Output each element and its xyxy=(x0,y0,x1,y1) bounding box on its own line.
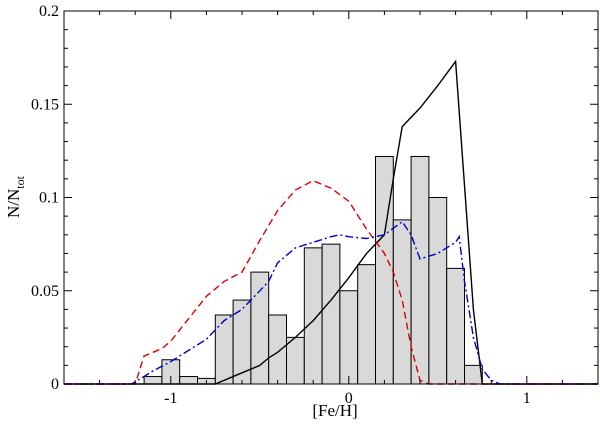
histogram-bar-15 xyxy=(410,155,430,385)
x-axis-label: [Fe/H] xyxy=(312,401,357,420)
histogram-bar-6 xyxy=(250,271,270,385)
tick-labels: -1 0 1 0 0.05 0.1 0.15 0.2 xyxy=(31,3,531,407)
x-tick-label: -1 xyxy=(164,390,177,407)
axis-ticks xyxy=(63,10,599,385)
y-tick-label: 0.1 xyxy=(39,190,59,207)
histogram-bar-10 xyxy=(321,243,341,385)
y-axis-label: N/Ntot xyxy=(4,175,27,218)
y-tick-label: 0 xyxy=(51,376,59,393)
y-tick-label: 0.05 xyxy=(31,283,59,300)
model-curves xyxy=(64,59,598,385)
histogram-bar-13 xyxy=(375,155,394,385)
dashed-curve xyxy=(64,179,598,385)
x-tick-label: 1 xyxy=(523,390,531,407)
histogram-bar-11 xyxy=(339,290,359,385)
histogram-bar-18 xyxy=(464,364,483,385)
y-axis-label-subscript: tot xyxy=(13,175,27,188)
histogram-bar-0 xyxy=(143,376,163,385)
y-tick-label: 0.15 xyxy=(31,96,59,113)
histogram-bar-7 xyxy=(268,314,288,385)
solid-curve xyxy=(64,59,598,385)
histogram-bar-12 xyxy=(357,264,377,385)
x-tick-label: 0 xyxy=(345,390,353,407)
y-tick-label: 0.2 xyxy=(39,3,59,20)
histogram-bar-9 xyxy=(303,247,323,385)
histogram-bar-16 xyxy=(428,197,448,385)
y-axis-label-main: N/N xyxy=(4,189,23,218)
histogram-bar-8 xyxy=(286,336,305,385)
histogram-bar-4 xyxy=(214,314,234,385)
histogram-bar-17 xyxy=(446,267,466,385)
dashdot-curve xyxy=(64,220,598,385)
histogram-bar-2 xyxy=(179,376,198,385)
